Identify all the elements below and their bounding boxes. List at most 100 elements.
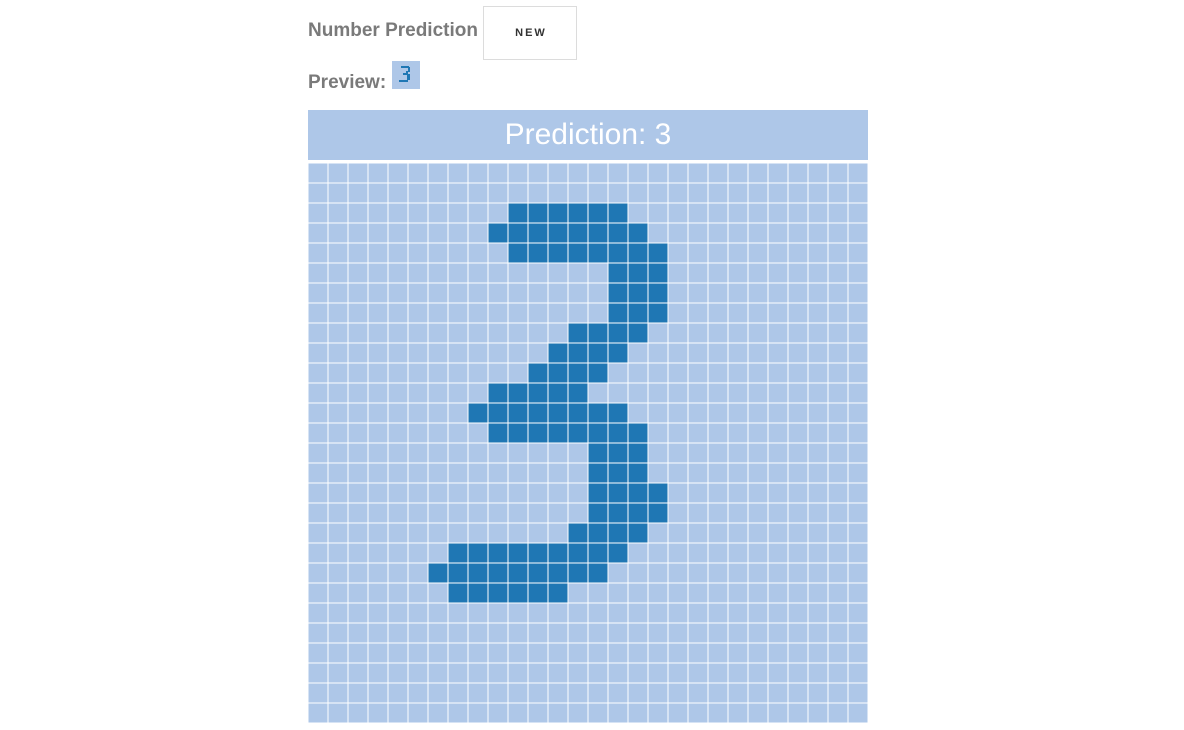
grid-cell[interactable] [687,422,709,444]
grid-cell[interactable] [587,582,609,604]
grid-cell-filled[interactable] [467,582,489,604]
grid-cell[interactable] [347,282,369,304]
grid-cell[interactable] [847,362,868,384]
grid-cell[interactable] [387,462,409,484]
grid-cell[interactable] [847,482,868,504]
grid-cell[interactable] [367,442,389,464]
grid-cell[interactable] [807,582,829,604]
grid-cell[interactable] [487,242,509,264]
grid-cell[interactable] [787,182,809,204]
grid-cell[interactable] [427,262,449,284]
grid-cell[interactable] [407,242,429,264]
grid-cell[interactable] [387,362,409,384]
grid-cell[interactable] [647,542,669,564]
grid-cell-filled[interactable] [607,402,629,424]
grid-cell[interactable] [447,702,469,723]
grid-cell[interactable] [567,163,589,184]
grid-cell[interactable] [727,542,749,564]
grid-cell[interactable] [687,402,709,424]
grid-cell[interactable] [367,642,389,664]
grid-cell-filled[interactable] [447,562,469,584]
grid-cell[interactable] [767,442,789,464]
grid-cell[interactable] [647,422,669,444]
grid-cell[interactable] [467,182,489,204]
grid-cell[interactable] [407,662,429,684]
grid-cell[interactable] [827,202,849,224]
grid-cell[interactable] [407,402,429,424]
grid-cell[interactable] [787,382,809,404]
grid-cell[interactable] [547,322,569,344]
grid-cell-filled[interactable] [607,222,629,244]
grid-cell[interactable] [827,622,849,644]
grid-cell[interactable] [707,562,729,584]
grid-cell[interactable] [327,402,349,424]
grid-cell[interactable] [747,382,769,404]
grid-cell[interactable] [387,582,409,604]
grid-cell[interactable] [427,362,449,384]
grid-cell[interactable] [567,482,589,504]
grid-cell[interactable] [647,202,669,224]
grid-cell[interactable] [767,282,789,304]
grid-cell[interactable] [747,462,769,484]
grid-cell-filled[interactable] [467,542,489,564]
grid-cell[interactable] [308,602,329,624]
grid-cell[interactable] [308,362,329,384]
grid-cell[interactable] [727,282,749,304]
grid-cell[interactable] [507,462,529,484]
grid-cell[interactable] [827,282,849,304]
grid-cell-filled[interactable] [487,542,509,564]
grid-cell[interactable] [467,163,489,184]
grid-cell[interactable] [707,602,729,624]
grid-cell[interactable] [847,282,868,304]
grid-cell[interactable] [727,642,749,664]
grid-cell[interactable] [387,382,409,404]
grid-cell[interactable] [347,163,369,184]
grid-cell[interactable] [567,622,589,644]
grid-cell[interactable] [787,502,809,524]
grid-cell[interactable] [687,662,709,684]
grid-cell[interactable] [767,242,789,264]
grid-cell[interactable] [767,362,789,384]
grid-cell-filled[interactable] [447,582,469,604]
grid-cell-filled[interactable] [487,222,509,244]
grid-cell[interactable] [727,662,749,684]
grid-cell-filled[interactable] [627,442,649,464]
grid-cell[interactable] [367,582,389,604]
grid-cell[interactable] [327,442,349,464]
grid-cell-filled[interactable] [587,242,609,264]
grid-cell[interactable] [747,642,769,664]
grid-cell[interactable] [347,702,369,723]
grid-cell[interactable] [327,602,349,624]
grid-cell[interactable] [547,282,569,304]
grid-cell[interactable] [427,242,449,264]
grid-cell-filled[interactable] [507,202,529,224]
grid-cell[interactable] [747,342,769,364]
grid-cell[interactable] [747,602,769,624]
grid-cell[interactable] [807,622,829,644]
grid-cell-filled[interactable] [527,542,549,564]
grid-cell[interactable] [687,602,709,624]
grid-cell[interactable] [507,262,529,284]
grid-cell[interactable] [487,202,509,224]
grid-cell[interactable] [787,482,809,504]
grid-cell[interactable] [667,602,689,624]
grid-cell[interactable] [587,282,609,304]
grid-cell[interactable] [707,682,729,704]
grid-cell[interactable] [308,502,329,524]
grid-cell[interactable] [687,622,709,644]
grid-cell[interactable] [667,342,689,364]
grid-cell[interactable] [547,442,569,464]
grid-cell[interactable] [807,302,829,324]
grid-cell[interactable] [587,182,609,204]
grid-cell[interactable] [847,262,868,284]
grid-cell[interactable] [667,322,689,344]
grid-cell[interactable] [667,242,689,264]
grid-cell[interactable] [767,602,789,624]
grid-cell[interactable] [347,602,369,624]
grid-cell[interactable] [507,702,529,723]
grid-cell[interactable] [847,242,868,264]
grid-cell-filled[interactable] [607,442,629,464]
grid-cell[interactable] [687,542,709,564]
grid-cell[interactable] [667,422,689,444]
grid-cell-filled[interactable] [507,422,529,444]
